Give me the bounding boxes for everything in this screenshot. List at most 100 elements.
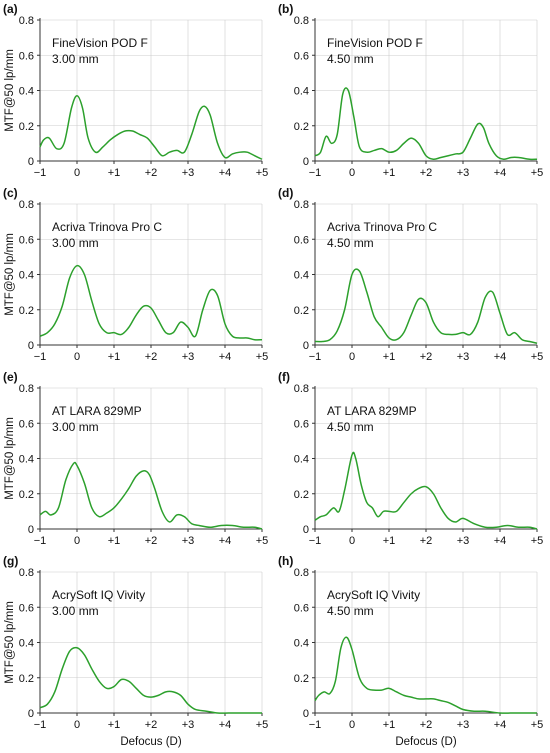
y-tick-label: 0.8 [19, 15, 34, 27]
x-tick-label: +5 [531, 351, 544, 363]
x-tick-label: +3 [182, 535, 195, 547]
y-tick-label: 0.8 [19, 199, 34, 211]
y-tick-label: 0.2 [19, 489, 34, 501]
aperture-size: 3.00 mm [52, 52, 99, 66]
y-tick-label: 0 [303, 708, 309, 720]
x-tick-label: −1 [309, 535, 322, 547]
x-tick-label: +4 [219, 351, 232, 363]
x-tick-label: +5 [531, 719, 544, 731]
chart-panel: (b)00.20.40.60.8−1 0 +1 +2 +3 +4 +5FineVision … [278, 2, 543, 179]
mtf-series-line [314, 636, 537, 714]
x-tick-label: 0 [349, 167, 355, 179]
panel-label: (b) [278, 2, 293, 16]
y-tick-label: 0.2 [294, 305, 309, 317]
y-tick-label: 0.8 [294, 567, 309, 579]
y-tick-label: 0.8 [294, 199, 309, 211]
y-tick-label: 0 [303, 340, 309, 352]
y-tick-label: 0 [28, 524, 34, 536]
x-tick-label: +1 [383, 535, 396, 547]
y-axis-label: MTF@50 lp/mm [4, 417, 16, 500]
x-tick-label: −1 [34, 719, 47, 731]
x-tick-label: 0 [349, 535, 355, 547]
lens-name: AcrySoft IQ Vivity [52, 588, 145, 602]
lens-name: FineVision POD F [52, 36, 148, 50]
x-tick-label: +2 [420, 719, 433, 731]
panel-label: (c) [3, 186, 18, 200]
lens-name: AT LARA 829MP [52, 404, 142, 418]
y-tick-label: 0.4 [19, 638, 34, 650]
aperture-size: 3.00 mm [52, 604, 99, 618]
panel-label: (h) [278, 554, 293, 568]
x-tick-label: −1 [34, 535, 47, 547]
x-tick-label: +5 [531, 167, 544, 179]
x-tick-label: 0 [74, 167, 80, 179]
x-tick-label: +3 [457, 719, 470, 731]
aperture-size: 4.50 mm [327, 236, 374, 250]
lens-name: AcrySoft IQ Vivity [327, 588, 420, 602]
aperture-size: 3.00 mm [52, 420, 99, 434]
x-tick-label: +1 [108, 351, 121, 363]
y-tick-label: 0.4 [294, 454, 309, 466]
x-tick-label: +1 [108, 535, 121, 547]
x-tick-label: 0 [349, 351, 355, 363]
y-tick-label: 0.4 [19, 454, 34, 466]
y-tick-label: 0.4 [19, 270, 34, 282]
y-tick-label: 0 [28, 708, 34, 720]
panel-label: (e) [3, 370, 18, 384]
y-tick-label: 0.4 [19, 86, 34, 98]
y-tick-label: 0.2 [19, 673, 34, 685]
x-tick-label: +4 [494, 351, 507, 363]
y-tick-label: 0.6 [294, 50, 309, 62]
x-tick-label: +1 [383, 351, 396, 363]
x-tick-label: +2 [420, 351, 433, 363]
y-tick-label: 0 [28, 156, 34, 168]
y-tick-label: 0.6 [19, 234, 34, 246]
x-tick-label: +5 [256, 719, 269, 731]
x-tick-label: 0 [74, 719, 80, 731]
y-tick-label: 0.8 [19, 567, 34, 579]
x-tick-label: +3 [182, 351, 195, 363]
y-axis-label: MTF@50 lp/mm [4, 49, 16, 132]
chart-panel: (f)00.20.40.60.8−1 0 +1 +2 +3 +4 +5AT LARA 829… [278, 370, 543, 547]
lens-name: Acriva Trinova Pro C [52, 220, 162, 234]
y-axis-label: MTF@50 lp/mm [4, 601, 16, 684]
y-tick-label: 0.2 [294, 121, 309, 133]
y-tick-label: 0 [303, 156, 309, 168]
x-tick-label: −1 [34, 167, 47, 179]
aperture-size: 3.00 mm [52, 236, 99, 250]
x-tick-label: +5 [256, 167, 269, 179]
x-axis-label: Defocus (D) [120, 736, 182, 748]
x-tick-label: +3 [457, 535, 470, 547]
y-tick-label: 0.4 [294, 86, 309, 98]
x-tick-label: +4 [219, 719, 232, 731]
x-axis-label: Defocus (D) [395, 736, 457, 748]
aperture-size: 4.50 mm [327, 52, 374, 66]
x-tick-label: −1 [34, 351, 47, 363]
x-tick-label: +2 [145, 167, 158, 179]
x-tick-label: +4 [219, 167, 232, 179]
y-tick-label: 0.2 [294, 489, 309, 501]
aperture-size: 4.50 mm [327, 420, 374, 434]
y-tick-label: 0.4 [294, 638, 309, 650]
y-tick-label: 0.6 [294, 418, 309, 430]
x-tick-label: 0 [349, 719, 355, 731]
x-tick-label: +3 [457, 351, 470, 363]
x-tick-label: −1 [309, 719, 322, 731]
x-tick-label: +5 [256, 351, 269, 363]
mtf-series-line [39, 461, 263, 530]
lens-name: FineVision POD F [327, 36, 423, 50]
y-tick-label: 0.8 [294, 15, 309, 27]
mtf-series-line [314, 451, 538, 530]
x-tick-label: +1 [108, 719, 121, 731]
y-tick-label: 0 [28, 340, 34, 352]
x-tick-label: +4 [494, 535, 507, 547]
y-tick-label: 0.2 [19, 305, 34, 317]
y-axis-label: MTF@50 lp/mm [4, 233, 16, 316]
x-tick-label: +4 [494, 167, 507, 179]
x-tick-label: +3 [182, 167, 195, 179]
x-tick-label: +1 [383, 167, 396, 179]
